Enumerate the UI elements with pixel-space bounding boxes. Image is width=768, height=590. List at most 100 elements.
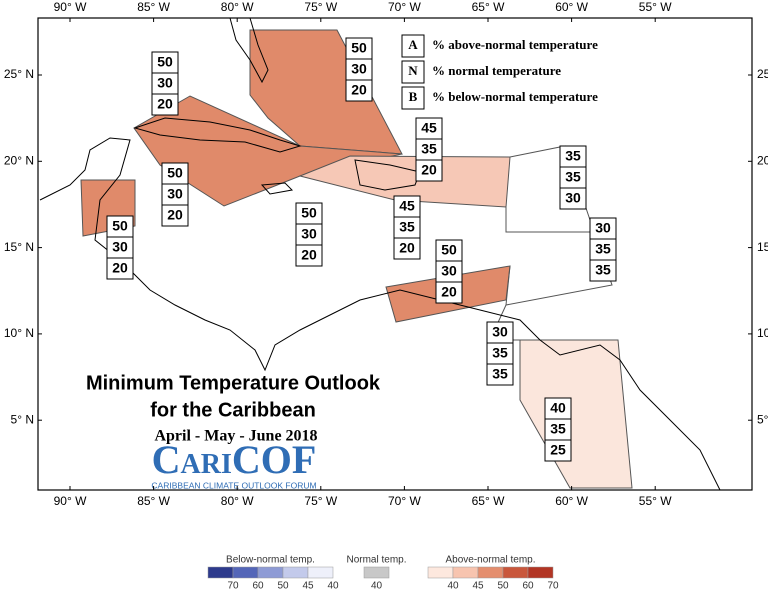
- prob-box: 50: [345, 37, 373, 60]
- legend-tick: 45: [302, 581, 314, 590]
- lon-label: 75° W: [304, 494, 337, 508]
- legend-title: Below-normal temp.: [226, 555, 315, 566]
- legend-title: Normal temp.: [346, 555, 406, 566]
- prob-box: 20: [345, 79, 373, 102]
- prob-value: 50: [441, 242, 457, 258]
- prob-value: 30: [157, 75, 173, 91]
- legend-swatch: [232, 566, 259, 579]
- prob-value: 35: [595, 241, 611, 257]
- lat-label: 25° N: [4, 67, 34, 81]
- prob-value: 30: [112, 239, 128, 255]
- coastlines: [39, 17, 721, 491]
- box-frame: [544, 439, 572, 462]
- prob-box: 35: [589, 238, 617, 261]
- probability-boxes: 50 30 20 50 30 20 50 30 20 50 30 20 50 30 20 45 35 20 45 35…: [106, 37, 617, 462]
- lat-label: 15° N: [757, 240, 768, 254]
- prob-box: 30: [151, 72, 179, 95]
- lon-label: 75° W: [304, 0, 337, 14]
- lon-label: 80° W: [221, 0, 254, 14]
- prob-value: 30: [351, 61, 367, 77]
- prob-value: 20: [167, 207, 183, 223]
- prob-box: 35: [589, 259, 617, 282]
- prob-box: 30: [589, 217, 617, 240]
- prob-value: 30: [441, 263, 457, 279]
- prob-box: 50: [435, 239, 463, 262]
- lat-label: 10° N: [757, 326, 768, 340]
- prob-box: 20: [295, 244, 323, 267]
- box-frame: [161, 204, 189, 227]
- axes: 90° W 90° W 85° W 85° W 80° W 80° W 75° W 75° W…: [4, 0, 768, 508]
- prob-value: 50: [167, 165, 183, 181]
- key-text: % normal temperature: [432, 63, 561, 78]
- prob-value: 35: [421, 141, 437, 157]
- prob-value: 35: [492, 366, 508, 382]
- lon-label: 65° W: [472, 494, 505, 508]
- lon-label: 65° W: [472, 0, 505, 14]
- prob-box: 20: [415, 159, 443, 182]
- prob-value: 20: [112, 260, 128, 276]
- key-letter: A: [408, 37, 418, 52]
- prob-box: 50: [295, 202, 323, 225]
- region-border: [505, 207, 598, 233]
- legend-tick: 50: [497, 581, 509, 590]
- box-frame: [589, 259, 617, 282]
- region-hispaniola-pr: [298, 155, 511, 208]
- box-frame: [435, 281, 463, 304]
- lon-label: 70° W: [388, 0, 421, 14]
- legend-tick: 40: [447, 581, 459, 590]
- prob-box: 30: [106, 236, 134, 259]
- legend-tick: 50: [277, 581, 289, 590]
- prob-box: 35: [486, 342, 514, 365]
- lat-label: 20° N: [757, 153, 768, 167]
- prob-box: 30: [559, 187, 587, 210]
- prob-box: 20: [161, 204, 189, 227]
- lon-label: 60° W: [555, 494, 588, 508]
- lon-label: 90° W: [54, 494, 87, 508]
- prob-box: 35: [544, 418, 572, 441]
- prob-value: 30: [167, 186, 183, 202]
- lat-label: 5° N: [11, 412, 34, 426]
- prob-value: 25: [550, 442, 566, 458]
- prob-value: 50: [112, 218, 128, 234]
- prob-value: 30: [301, 226, 317, 242]
- coast-hispaniola: [354, 159, 421, 191]
- prob-box: 30: [295, 223, 323, 246]
- prob-box: 35: [486, 363, 514, 386]
- box-frame: [295, 244, 323, 267]
- prob-box: 45: [415, 117, 443, 140]
- key-letter: B: [409, 89, 418, 104]
- prob-box: 20: [393, 237, 421, 260]
- box-frame: [415, 159, 443, 182]
- title-line1: Minimum Temperature Outlook: [86, 372, 381, 394]
- prob-value: 20: [421, 162, 437, 178]
- key-box: [401, 86, 425, 110]
- prob-box: 30: [435, 260, 463, 283]
- prob-value: 20: [441, 284, 457, 300]
- legend-swatch: [282, 566, 309, 579]
- prob-value: 35: [399, 219, 415, 235]
- prob-box: 50: [161, 162, 189, 185]
- legend-title: Above-normal temp.: [445, 555, 535, 566]
- legend-swatch: [427, 566, 454, 579]
- prob-box: 30: [486, 321, 514, 344]
- legend-tick: 70: [227, 581, 239, 590]
- legend-swatch: [363, 566, 390, 579]
- legend-tick: 60: [252, 581, 264, 590]
- lat-label: 10° N: [4, 326, 34, 340]
- prob-box: 35: [559, 166, 587, 189]
- legend-swatch: [257, 566, 284, 579]
- lon-label: 55° W: [639, 0, 672, 14]
- lat-label: 15° N: [4, 240, 34, 254]
- coast-jamaica: [260, 182, 294, 195]
- prob-value: 30: [565, 190, 581, 206]
- box-frame: [106, 257, 134, 280]
- legend-swatch: [452, 566, 479, 579]
- box-frame: [559, 187, 587, 210]
- region-lesser-antilles: [505, 145, 613, 306]
- prob-box: 35: [559, 145, 587, 168]
- lon-label: 70° W: [388, 494, 421, 508]
- prob-box: 20: [435, 281, 463, 304]
- key-box: [401, 60, 425, 84]
- lon-label: 80° W: [221, 494, 254, 508]
